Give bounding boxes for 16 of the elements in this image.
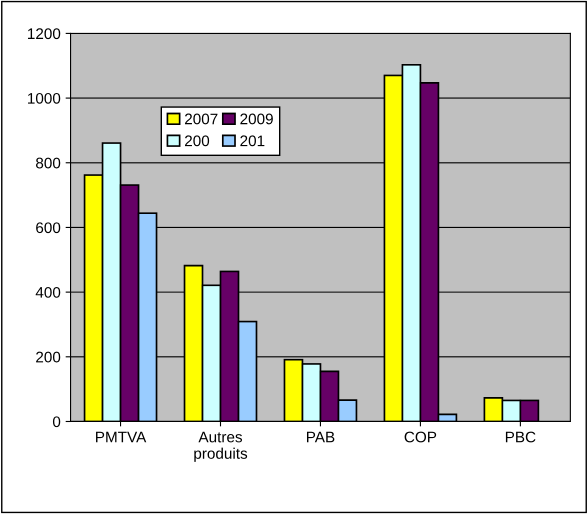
y-tick-label: 1200 (28, 28, 60, 40)
x-tick-label: PBC (506, 432, 536, 442)
legend-label: 201 (240, 135, 264, 146)
x-tick-label: PAB (306, 432, 334, 442)
legend-label: 2007 (184, 114, 218, 124)
x-tick-label: COP (404, 432, 436, 442)
x-tick-label: Autres produits (194, 432, 248, 462)
legend-label: 200 (184, 135, 210, 146)
y-tick-label: 400 (36, 286, 60, 298)
y-tick-label: 600 (36, 222, 60, 234)
x-tick-label: PMTVA (96, 432, 146, 442)
y-tick-label: 0 (52, 416, 60, 428)
y-tick-label: 200 (36, 352, 60, 362)
y-tick-label: 1000 (28, 92, 60, 104)
y-tick-label: 800 (36, 158, 60, 168)
legend-label: 2009 (240, 114, 273, 124)
